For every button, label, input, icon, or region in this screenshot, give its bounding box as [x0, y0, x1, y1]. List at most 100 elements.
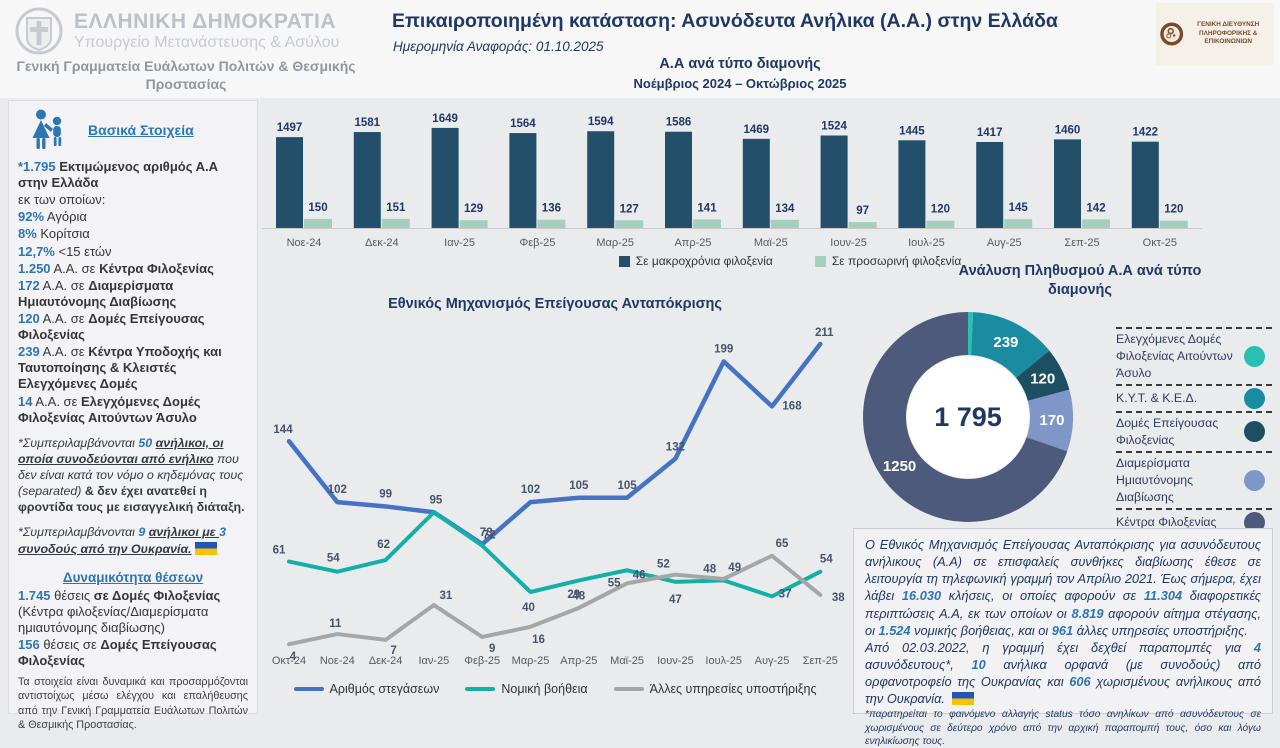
- donut-slice[interactable]: [971, 312, 1050, 378]
- bar-long-term[interactable]: [1054, 139, 1081, 228]
- footnote-line: *Συμπεριλαμβάνονται 9 ανήλικοι με 3 συνο…: [18, 525, 226, 556]
- bar-temporary[interactable]: [1082, 219, 1110, 228]
- line-series[interactable]: [287, 510, 823, 599]
- bar-long-term[interactable]: [898, 140, 926, 228]
- value-label: Οκτ-25: [1143, 237, 1177, 249]
- line-series[interactable]: [286, 341, 823, 547]
- legend-dot: [1244, 421, 1265, 443]
- donut-chart-legend: Ελεγχόμενες Δομές Φιλοξενίας Αιτούντων Ά…: [1116, 327, 1272, 537]
- value-label: 62: [377, 539, 390, 551]
- donut-slice[interactable]: [1026, 389, 1073, 452]
- bar-long-term[interactable]: [431, 127, 459, 228]
- legend-swatch: [613, 686, 644, 692]
- bar-long-term[interactable]: [276, 137, 303, 228]
- value-label: 29: [567, 589, 580, 601]
- legend-item[interactable]: Σε προσωρινή φιλοξενία: [814, 254, 961, 268]
- value-label: 46: [633, 569, 646, 581]
- legend-swatch: [618, 255, 630, 267]
- value-label: 1422: [1133, 127, 1159, 139]
- bar-long-term[interactable]: [509, 133, 537, 228]
- bar-temporary[interactable]: [770, 219, 799, 228]
- info-paragraph-1: Ο Εθνικός Μηχανισμός Επείγουσας Ανταπόκρ…: [865, 537, 1261, 638]
- stat-line: 92% Αγόρια: [18, 209, 87, 225]
- line-series[interactable]: [287, 553, 823, 647]
- info-paragraph-2: Από 02.03.2022, η γραμμή έχει δεχθεί παρ…: [865, 639, 1261, 707]
- value-label: 1250: [883, 458, 916, 475]
- value-label: 199: [714, 343, 733, 355]
- value-label: 151: [386, 202, 406, 214]
- stat-line: 239 Α.Α. σε Κέντρα Υποδοχής και Ταυτοποί…: [18, 344, 222, 392]
- legend-label: Αριθμός στεγάσεων: [329, 682, 440, 696]
- value-label: 97: [856, 205, 869, 217]
- value-label: 37: [779, 588, 792, 600]
- value-label: 1497: [277, 122, 303, 134]
- bar-long-term[interactable]: [742, 138, 770, 228]
- value-label: 120: [931, 204, 950, 216]
- bar-long-term[interactable]: [820, 135, 848, 228]
- bar-long-term[interactable]: [976, 141, 1004, 228]
- bar-temporary[interactable]: [848, 222, 877, 228]
- value-label: 47: [669, 594, 682, 606]
- legend-item[interactable]: Ελεγχόμενες Δομές Φιλοξενίας Αιτούντων Ά…: [1116, 327, 1272, 384]
- bar-temporary[interactable]: [381, 218, 410, 228]
- stat-line: 12,7% <15 ετών: [18, 243, 112, 259]
- value-label: 61: [273, 545, 286, 557]
- legend-item[interactable]: Κ.Υ.Τ. & Κ.Ε.Δ.: [1116, 383, 1272, 411]
- bar-temporary[interactable]: [1159, 220, 1188, 228]
- value-label: 1460: [1055, 124, 1081, 136]
- legend-item[interactable]: Σε μακροχρόνια φιλοξενία: [618, 254, 773, 268]
- bar-temporary[interactable]: [926, 220, 955, 228]
- value-label: 1524: [821, 120, 847, 132]
- value-label: 132: [666, 442, 685, 454]
- value-label: Ιαν-25: [418, 655, 449, 667]
- bar-long-term[interactable]: [353, 132, 381, 228]
- legend-item[interactable]: Διαμερίσματα Ημιαυτόνομης Διαβίωσης: [1116, 450, 1272, 508]
- bar-chart[interactable]: 1497 150 Νοε-24 1581 151 Δεκ-24 1649 129 Ιαν-25 1…: [262, 96, 1202, 256]
- bar-temporary[interactable]: [304, 218, 332, 228]
- legend-item[interactable]: Αριθμός στεγάσεων: [293, 682, 440, 696]
- it-directorate-label: ΓΕΝΙΚΗ ΔΙΕΥΘΥΝΣΗ ΠΛΗΡΟΦΟΡΙΚΗΣ & ΕΠΙΚΟΙΝΩ…: [1197, 21, 1260, 46]
- government-logo-block: ΕΛΛΗΝΙΚΗ ΔΗΜΟΚΡΑΤΙΑ Υπουργείο Μετανάστευ…: [14, 6, 339, 56]
- donut-slice[interactable]: [1016, 350, 1070, 401]
- value-label: 7: [390, 645, 396, 657]
- capacity-line: 1.745 θέσεις σε Δομές Φιλοξενίας (Κέντρα…: [18, 587, 221, 635]
- legend-item[interactable]: Δομές Επείγουσας Φιλοξενίας: [1116, 410, 1272, 451]
- stat-line: *1.795 Εκτιμώμενος αριθμός Α.Α στην Ελλά…: [18, 159, 218, 191]
- line-chart[interactable]: 144 102 99 95 73 102 105 105 132 199 168 211 61 54 62 7…: [265, 316, 845, 676]
- sidebar-disclaimer: Τα στοιχεία είναι δυναμικά και προσαρμόζ…: [18, 676, 248, 731]
- value-label: Νοε-24: [287, 237, 322, 249]
- value-label: 105: [618, 480, 638, 492]
- legend-item[interactable]: Άλλες υπηρεσίες υποστήριξης: [613, 682, 816, 696]
- bar-long-term[interactable]: [665, 131, 692, 228]
- value-label: Μαρ-25: [512, 655, 550, 667]
- value-label: Δεκ-24: [369, 655, 403, 667]
- bar-temporary[interactable]: [459, 220, 488, 228]
- legend-item[interactable]: Νομική βοήθεια: [465, 682, 588, 696]
- value-label: 102: [521, 484, 540, 496]
- donut-slice[interactable]: [968, 312, 974, 356]
- legend-dot: [1244, 511, 1265, 533]
- legend-label: Δομές Επείγουσας Φιλοξενίας: [1116, 415, 1219, 447]
- value-label: 1594: [588, 116, 614, 128]
- donut-slice[interactable]: [863, 312, 1068, 522]
- donut-chart[interactable]: 1423912017012501 795: [858, 302, 1088, 532]
- bar-long-term[interactable]: [587, 131, 615, 228]
- bar-temporary[interactable]: [615, 220, 644, 228]
- emergency-mechanism-info-box: Ο Εθνικός Μηχανισμός Επείγουσας Ανταπόκρ…: [853, 528, 1273, 747]
- legend-label: Νομική βοήθεια: [501, 682, 588, 696]
- value-label: Μαϊ-25: [754, 237, 788, 249]
- key-figures-panel: Βασικά Στοιχεία *1.795 Εκτιμώμενος αριθμ…: [8, 100, 258, 731]
- footnote-line: *Συμπεριλαμβάνονται 50 ανήλικοι, οι οποί…: [18, 435, 245, 515]
- bar-temporary[interactable]: [537, 219, 566, 228]
- value-label: 55: [608, 577, 621, 589]
- value-label: 168: [782, 400, 802, 412]
- stat-line: εκ των οποίων:: [18, 192, 106, 208]
- ukraine-flag-icon: [951, 692, 974, 706]
- bar-long-term[interactable]: [1131, 141, 1159, 228]
- value-label: Δεκ-24: [365, 237, 399, 249]
- value-label: 1586: [666, 117, 692, 129]
- bar-temporary[interactable]: [1004, 219, 1033, 228]
- value-label: 48: [572, 590, 585, 602]
- bar-temporary[interactable]: [693, 219, 721, 228]
- value-label: Ιουν-25: [830, 237, 867, 249]
